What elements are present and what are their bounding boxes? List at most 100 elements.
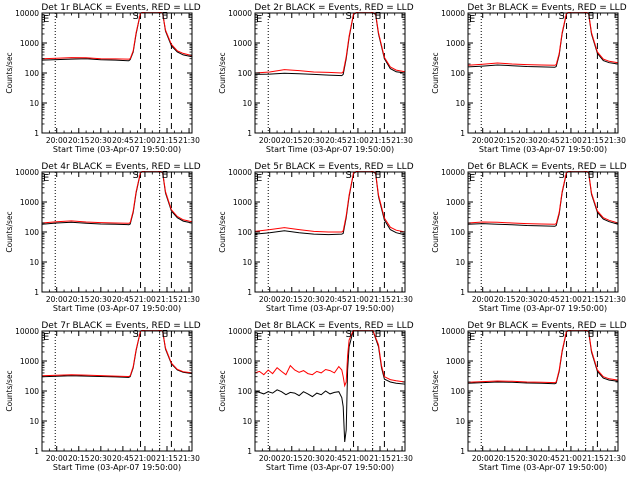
- series-line-red: [468, 12, 618, 66]
- y-tick-label: 1: [34, 447, 39, 456]
- x-tick-label: 20:15: [68, 136, 90, 145]
- x-tick-label: 21:30: [604, 295, 626, 304]
- x-axis-label: Start Time (03-Apr-07 19:50:00): [266, 145, 394, 154]
- x-axis-label: Start Time (03-Apr-07 19:50:00): [53, 463, 181, 472]
- x-tick-label: 21:15: [582, 136, 604, 145]
- x-tick-label: 20:45: [112, 136, 134, 145]
- x-tick-label: 20:00: [259, 454, 281, 463]
- series-line-red: [42, 330, 192, 378]
- x-tick-label: 20:15: [281, 295, 303, 304]
- marker-e-right: E: [375, 329, 381, 340]
- x-tick-label: 20:00: [259, 136, 281, 145]
- marker-s: S: [133, 11, 139, 22]
- x-tick-label: 21:30: [391, 454, 413, 463]
- x-tick-label: 20:15: [281, 136, 303, 145]
- y-axis-label: Counts/sec: [5, 370, 14, 411]
- marker-e-right: E: [375, 11, 381, 22]
- x-tick-label: 20:30: [303, 454, 325, 463]
- y-tick-label: 1: [247, 288, 252, 297]
- series-line-black: [255, 171, 405, 236]
- marker-e-left: E: [43, 173, 49, 184]
- y-axis-label: Counts/sec: [5, 211, 14, 252]
- plot-frame: [254, 12, 406, 134]
- x-tick-label: 21:30: [391, 295, 413, 304]
- x-tick-label: 20:30: [516, 295, 538, 304]
- x-axis-label: Start Time (03-Apr-07 19:50:00): [53, 304, 181, 313]
- x-tick-label: 21:30: [604, 454, 626, 463]
- y-tick-label: 100: [451, 228, 466, 237]
- plot-frame: [41, 330, 193, 452]
- marker-s: S: [346, 170, 352, 181]
- y-tick-label: 10000: [228, 327, 252, 336]
- plot-frame: [41, 12, 193, 134]
- x-tick-label: 21:15: [369, 454, 391, 463]
- y-axis-label: Counts/sec: [218, 370, 227, 411]
- y-tick-label: 1000: [20, 357, 39, 366]
- series-line-black: [42, 330, 192, 378]
- marker-e-right: E: [162, 170, 168, 181]
- y-axis-label: Counts/sec: [431, 370, 440, 411]
- marker-e-left: E: [256, 173, 262, 184]
- marker-e-right: E: [162, 329, 168, 340]
- y-tick-label: 1: [460, 288, 465, 297]
- y-tick-label: 1000: [446, 39, 465, 48]
- y-tick-label: 1: [460, 447, 465, 456]
- x-axis-label: Start Time (03-Apr-07 19:50:00): [479, 304, 607, 313]
- x-axis-label: Start Time (03-Apr-07 19:50:00): [266, 304, 394, 313]
- y-tick-label: 10: [455, 99, 465, 108]
- y-tick-label: 10: [29, 99, 39, 108]
- marker-e-left: E: [469, 332, 475, 343]
- y-tick-label: 100: [451, 69, 466, 78]
- y-tick-label: 1: [460, 129, 465, 138]
- x-tick-label: 21:30: [178, 295, 200, 304]
- x-tick-label: 21:00: [347, 136, 369, 145]
- y-tick-label: 1: [34, 129, 39, 138]
- x-tick-label: 21:30: [604, 136, 626, 145]
- x-tick-label: 21:30: [178, 136, 200, 145]
- x-tick-label: 20:15: [494, 136, 516, 145]
- y-tick-label: 1000: [20, 198, 39, 207]
- y-tick-label: 10000: [441, 327, 465, 336]
- marker-e-right: E: [588, 329, 594, 340]
- x-tick-label: 20:45: [325, 136, 347, 145]
- series-group: [42, 12, 192, 62]
- y-tick-label: 1000: [233, 357, 252, 366]
- panel-title: Det 6r BLACK = Events, RED = LLD: [467, 162, 626, 172]
- series-line-black: [42, 171, 192, 226]
- marker-e-right: E: [588, 170, 594, 181]
- x-tick-label: 20:15: [68, 454, 90, 463]
- series-group: [255, 12, 405, 77]
- x-tick-label: 20:30: [516, 136, 538, 145]
- x-tick-label: 20:45: [538, 454, 560, 463]
- x-tick-label: 20:45: [112, 295, 134, 304]
- y-tick-label: 10: [29, 417, 39, 426]
- series-group: [42, 330, 192, 378]
- series-line-black: [255, 12, 405, 77]
- x-tick-label: 20:45: [325, 454, 347, 463]
- y-tick-label: 10000: [228, 168, 252, 177]
- y-tick-label: 100: [451, 387, 466, 396]
- x-tick-label: 20:00: [472, 295, 494, 304]
- y-axis-label: Counts/sec: [218, 52, 227, 93]
- y-axis-label: Counts/sec: [431, 52, 440, 93]
- series-group: [255, 330, 405, 443]
- y-tick-label: 10: [455, 417, 465, 426]
- x-tick-label: 20:45: [538, 136, 560, 145]
- y-tick-label: 10000: [15, 168, 39, 177]
- x-tick-label: 20:30: [303, 136, 325, 145]
- y-tick-label: 100: [25, 69, 40, 78]
- series-line-red: [42, 171, 192, 224]
- panel-title: Det 7r BLACK = Events, RED = LLD: [41, 321, 200, 331]
- plot-frame: [467, 171, 619, 293]
- marker-e-right: E: [375, 170, 381, 181]
- marker-s: S: [559, 11, 565, 22]
- marker-e-right: E: [588, 11, 594, 22]
- y-tick-label: 1: [247, 129, 252, 138]
- marker-e-left: E: [469, 173, 475, 184]
- x-tick-label: 20:45: [112, 454, 134, 463]
- x-axis-label: Start Time (03-Apr-07 19:50:00): [479, 145, 607, 154]
- x-tick-label: 20:30: [516, 454, 538, 463]
